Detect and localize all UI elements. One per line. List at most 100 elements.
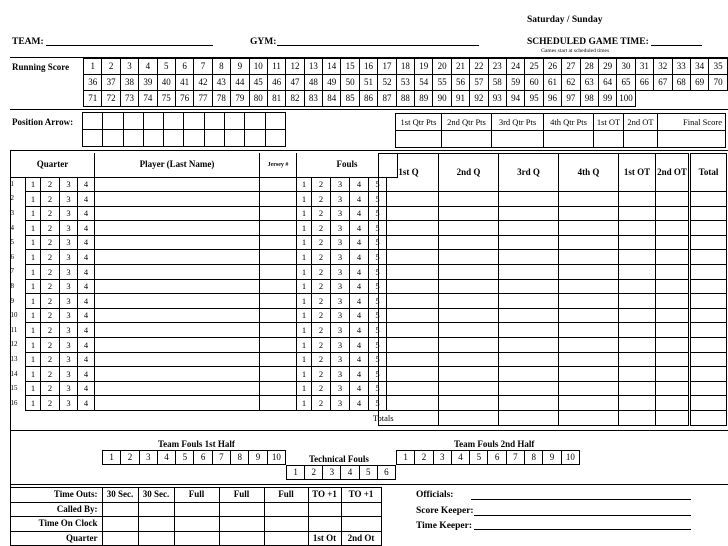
running-score-cell[interactable]: 100 (616, 90, 636, 107)
sched-field[interactable] (651, 45, 702, 46)
score-cell[interactable] (688, 263, 727, 280)
score-cell[interactable] (558, 205, 619, 222)
score-cell[interactable] (618, 336, 656, 353)
team-foul-box[interactable]: 5 (469, 450, 489, 465)
jersey-cell[interactable] (259, 220, 297, 236)
running-score-cell[interactable]: 99 (597, 90, 618, 107)
quarter-box[interactable]: 1 (25, 220, 41, 236)
player-name-cell[interactable] (94, 351, 260, 368)
score-cell[interactable] (438, 220, 499, 236)
quarter-box[interactable]: 4 (77, 366, 95, 382)
running-score-cell[interactable]: 1 (82, 58, 103, 75)
quarter-box[interactable]: 3 (59, 293, 78, 309)
foul-box[interactable]: 4 (349, 351, 369, 368)
foul-box[interactable]: 3 (330, 278, 350, 295)
score-cell[interactable] (618, 366, 656, 382)
running-score-cell[interactable]: 13 (303, 58, 324, 75)
score-cell[interactable] (438, 395, 499, 411)
team-foul-box[interactable]: 9 (248, 450, 268, 465)
jersey-cell[interactable] (259, 264, 297, 280)
running-score-cell[interactable]: 53 (395, 74, 416, 91)
score-cell[interactable] (378, 263, 439, 280)
score-cell[interactable] (655, 234, 690, 251)
foul-box[interactable]: 4 (349, 366, 369, 382)
score-cell[interactable] (655, 293, 690, 309)
technical-foul-box[interactable]: 6 (376, 465, 397, 480)
quarter-box[interactable]: 3 (59, 322, 78, 339)
technical-foul-box[interactable]: 3 (322, 465, 342, 480)
team-field[interactable] (46, 45, 213, 46)
running-score-cell[interactable]: 70 (708, 74, 728, 91)
foul-box[interactable]: 4 (349, 234, 369, 251)
quarter-box[interactable]: 2 (40, 176, 60, 193)
running-score-cell[interactable]: 39 (138, 74, 158, 91)
score-cell[interactable] (655, 191, 690, 207)
team-foul-box[interactable]: 10 (266, 450, 287, 465)
team-foul-box[interactable]: 3 (432, 450, 452, 465)
foul-box[interactable]: 1 (296, 264, 312, 280)
quarter-box[interactable]: 1 (25, 191, 41, 207)
quarter-box[interactable]: 4 (77, 307, 95, 324)
foul-box[interactable]: 3 (330, 191, 350, 207)
running-score-cell[interactable]: 18 (395, 58, 416, 75)
foul-box[interactable]: 2 (311, 307, 331, 324)
running-score-cell[interactable]: 10 (248, 58, 268, 75)
running-score-cell[interactable]: 71 (82, 90, 103, 107)
score-cell[interactable] (378, 395, 439, 411)
running-score-cell[interactable]: 62 (561, 74, 581, 91)
timeout-cell[interactable] (263, 516, 309, 532)
running-score-cell[interactable]: 82 (285, 90, 305, 107)
score-cell[interactable] (498, 249, 559, 265)
timeout-cell[interactable] (137, 501, 175, 517)
score-cell[interactable] (378, 249, 439, 265)
score-cell[interactable] (618, 220, 656, 236)
running-score-cell[interactable]: 90 (432, 90, 452, 107)
score-cell[interactable] (558, 263, 619, 280)
timeout-cell[interactable] (218, 530, 265, 546)
running-score-cell[interactable]: 25 (524, 58, 544, 75)
timeout-cell[interactable] (137, 530, 175, 546)
foul-box[interactable]: 3 (330, 337, 350, 353)
score-cell[interactable] (378, 307, 439, 324)
quarter-box[interactable]: 2 (40, 220, 60, 236)
player-name-cell[interactable] (94, 380, 260, 397)
score-cell[interactable] (378, 380, 439, 397)
score-cell[interactable] (655, 278, 690, 295)
quarter-box[interactable]: 3 (59, 278, 78, 295)
running-score-cell[interactable]: 14 (322, 58, 342, 75)
running-score-cell[interactable]: 97 (561, 90, 581, 107)
foul-box[interactable]: 4 (349, 307, 369, 324)
score-cell[interactable] (558, 409, 619, 426)
score-cell[interactable] (438, 307, 499, 324)
score-cell[interactable] (378, 293, 439, 309)
running-score-cell[interactable]: 45 (248, 74, 268, 91)
foul-box[interactable]: 2 (311, 337, 331, 353)
player-name-cell[interactable] (94, 220, 260, 236)
score-cell[interactable] (378, 351, 439, 368)
quarter-box[interactable]: 1 (25, 176, 41, 193)
running-score-cell[interactable]: 69 (689, 74, 710, 91)
score-cell[interactable] (378, 205, 439, 222)
running-score-cell[interactable]: 32 (653, 58, 673, 75)
score-cell[interactable] (688, 220, 727, 236)
timeout-cell[interactable] (101, 530, 139, 546)
running-score-cell[interactable]: 4 (138, 58, 158, 75)
quarter-box[interactable]: 1 (25, 351, 41, 368)
running-score-cell[interactable]: 54 (414, 74, 434, 91)
foul-box[interactable]: 2 (311, 293, 331, 309)
player-name-cell[interactable] (94, 337, 260, 353)
foul-box[interactable]: 2 (311, 278, 331, 295)
running-score-cell[interactable]: 17 (377, 58, 397, 75)
running-score-cell[interactable]: 5 (156, 58, 176, 75)
running-score-cell[interactable]: 42 (193, 74, 213, 91)
running-score-cell[interactable]: 35 (708, 58, 728, 75)
running-score-cell[interactable]: 77 (193, 90, 213, 107)
score-cell[interactable] (438, 249, 499, 265)
score-cell[interactable] (688, 322, 727, 338)
running-score-cell[interactable]: 87 (377, 90, 397, 107)
quarter-box[interactable]: 2 (40, 380, 60, 397)
running-score-cell[interactable]: 92 (469, 90, 489, 107)
score-cell[interactable] (655, 205, 690, 222)
running-score-cell[interactable]: 8 (211, 58, 232, 75)
foul-box[interactable]: 3 (330, 395, 350, 411)
